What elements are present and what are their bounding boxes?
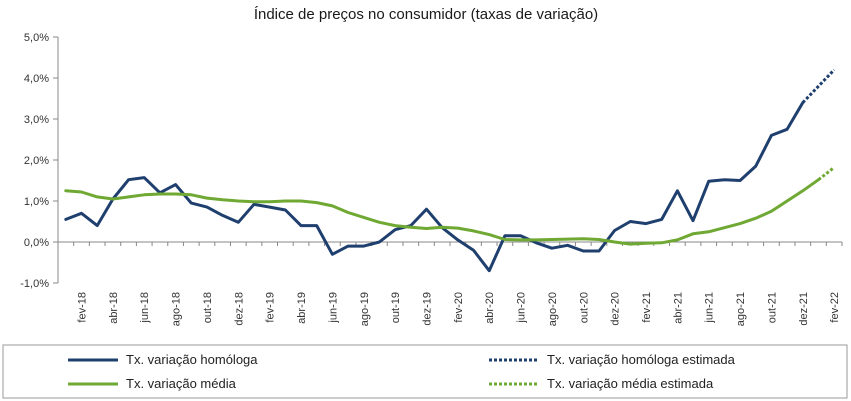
x-tick-label: fev-21 bbox=[641, 292, 653, 323]
x-tick-label: abr-20 bbox=[484, 292, 496, 324]
x-tick-label: jun-21 bbox=[704, 292, 716, 324]
x-tick-label: fev-22 bbox=[829, 292, 841, 323]
x-tick-label: ago-21 bbox=[735, 292, 747, 326]
legend-label: Tx. variação média bbox=[126, 376, 237, 391]
x-tick-label: out-18 bbox=[202, 292, 214, 323]
x-tick-label: dez-21 bbox=[798, 292, 810, 326]
x-tick-label: jun-20 bbox=[516, 292, 528, 324]
x-tick-label: jun-19 bbox=[327, 292, 339, 324]
series-line-1 bbox=[64, 101, 805, 273]
x-tick-label: fev-19 bbox=[265, 292, 277, 323]
series-line-4 bbox=[817, 166, 836, 181]
y-tick-label: 3,0% bbox=[24, 114, 49, 126]
legend-box bbox=[2, 344, 848, 399]
y-axis: 5,0% 4,0% 3,0% 2,0% 1,0% 0,0% -1,0% bbox=[20, 32, 59, 290]
chart-title: Índice de preços no consumidor (taxas de… bbox=[254, 6, 598, 23]
plot-lines bbox=[64, 68, 836, 273]
series-line-2 bbox=[801, 68, 836, 104]
x-tick-label: fev-18 bbox=[77, 292, 89, 323]
y-tick-label: 4,0% bbox=[24, 73, 49, 85]
x-tick-label: out-19 bbox=[390, 292, 402, 323]
series-line-3 bbox=[64, 178, 820, 246]
x-tick-label: abr-19 bbox=[296, 292, 308, 324]
legend-label: Tx. variação homóloga estimada bbox=[547, 352, 736, 367]
y-tick-label: -1,0% bbox=[20, 278, 49, 290]
y-tick-label: 5,0% bbox=[24, 32, 49, 44]
legend-label: Tx. variação homóloga bbox=[126, 352, 258, 367]
x-tick-label: out-21 bbox=[766, 292, 778, 323]
legend: Tx. variação homóloga Tx. variação homólo… bbox=[2, 344, 848, 399]
x-tick-label: jun-18 bbox=[139, 292, 151, 324]
x-tick-label: dez-18 bbox=[233, 292, 245, 326]
y-tick-label: 1,0% bbox=[24, 196, 49, 208]
x-tick-label: ago-18 bbox=[171, 292, 183, 326]
x-tick-label: dez-20 bbox=[610, 292, 622, 326]
legend-label: Tx. variação média estimada bbox=[547, 376, 714, 391]
x-tick-label: ago-20 bbox=[547, 292, 559, 326]
x-tick-label: abr-21 bbox=[672, 292, 684, 324]
x-tick-label: out-20 bbox=[578, 292, 590, 323]
x-axis: fev-18 abr-18 jun-18 ago-18 out-18 dez-18 fev-… bbox=[57, 241, 843, 326]
x-tick-label: dez-19 bbox=[421, 292, 433, 326]
y-tick-label: 0,0% bbox=[24, 237, 49, 249]
y-tick-label: 2,0% bbox=[24, 155, 49, 167]
x-tick-label: fev-20 bbox=[453, 292, 465, 323]
x-tick-label: ago-19 bbox=[359, 292, 371, 326]
x-tick-label: abr-18 bbox=[108, 292, 120, 324]
